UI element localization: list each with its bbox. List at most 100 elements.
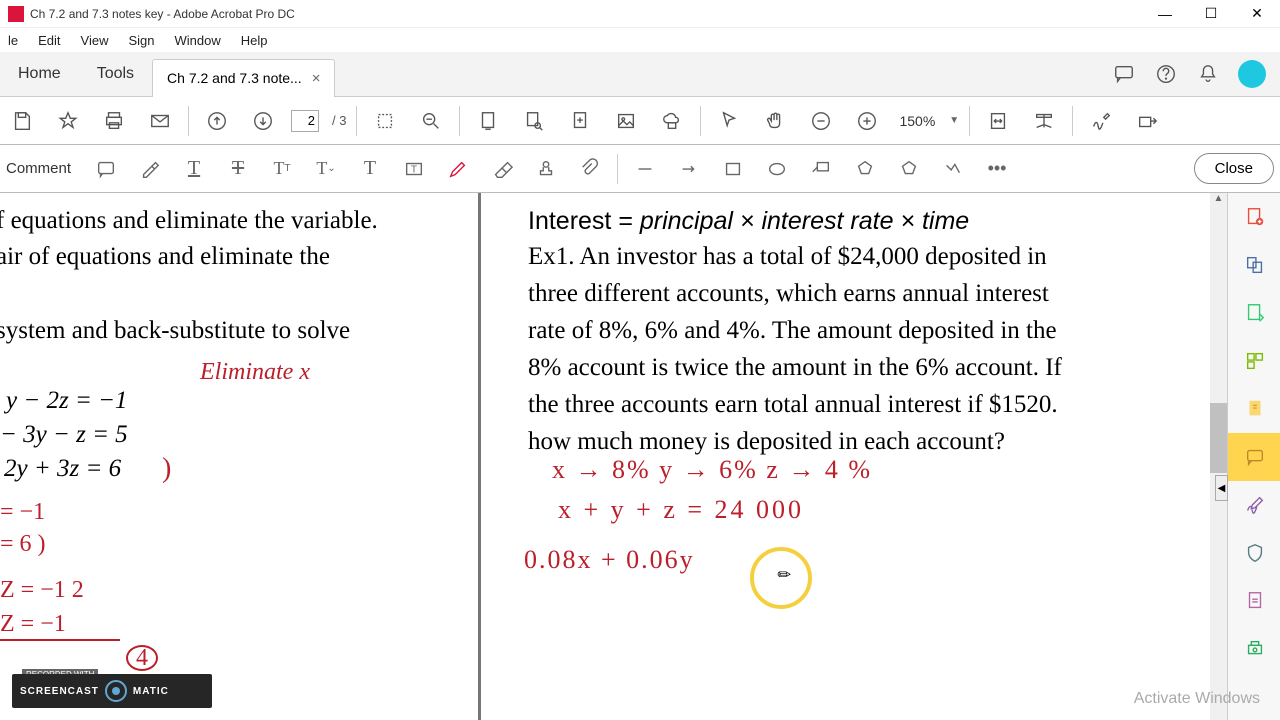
help-icon[interactable] (1154, 62, 1178, 86)
stamp-icon[interactable] (529, 152, 563, 186)
title-bar: Ch 7.2 and 7.3 notes key - Adobe Acrobat… (0, 0, 1280, 28)
zoom-out-icon[interactable] (413, 103, 449, 139)
text-callout-icon[interactable] (804, 152, 838, 186)
text-line: f equations and eliminate the variable. (0, 207, 378, 235)
pencil-icon[interactable] (441, 152, 475, 186)
textbox-icon[interactable]: T (397, 152, 431, 186)
insert-page-icon[interactable] (562, 103, 598, 139)
star-icon[interactable] (50, 103, 86, 139)
print-production-icon[interactable] (1228, 625, 1280, 673)
fill-sign-icon[interactable] (1228, 481, 1280, 529)
panel-collapse-icon[interactable]: ◀ (1215, 475, 1228, 501)
menu-edit[interactable]: Edit (34, 31, 64, 50)
page-fit-icon[interactable] (470, 103, 506, 139)
up-arrow-icon[interactable] (199, 103, 235, 139)
handwriting: = 6 ) (0, 531, 46, 558)
connected-lines-icon[interactable] (936, 152, 970, 186)
text-insert-icon[interactable]: T⌄ (309, 152, 343, 186)
zoom-dropdown-icon[interactable]: ▼ (949, 115, 959, 126)
line-icon[interactable] (628, 152, 662, 186)
text-line: air of equations and eliminate the (0, 243, 330, 271)
save-icon[interactable] (4, 103, 40, 139)
handwriting: x → 8% y → 6% z → 4 % (552, 455, 872, 485)
page-divider (478, 193, 481, 720)
handwriting-divider (0, 639, 120, 641)
close-window-button[interactable]: ✕ (1234, 0, 1280, 28)
read-mode-icon[interactable] (1026, 103, 1062, 139)
tab-tools[interactable]: Tools (79, 52, 152, 97)
pointer-icon[interactable] (711, 103, 747, 139)
page-input[interactable] (291, 110, 319, 132)
scrollbar-thumb[interactable] (1210, 403, 1227, 473)
separator (969, 106, 970, 136)
zoom-plus-icon[interactable] (849, 103, 885, 139)
combine-icon[interactable] (1228, 241, 1280, 289)
text-line: how much money is deposited in each acco… (528, 428, 1005, 456)
zoom-level[interactable]: 150% (895, 113, 939, 129)
close-button[interactable]: Close (1194, 153, 1274, 184)
cloud-icon[interactable] (892, 152, 926, 186)
fit-width-icon[interactable] (980, 103, 1016, 139)
text-icon[interactable]: T (353, 152, 387, 186)
polygon-icon[interactable] (848, 152, 882, 186)
down-arrow-icon[interactable] (245, 103, 281, 139)
print-icon[interactable] (96, 103, 132, 139)
protect-icon[interactable] (1228, 529, 1280, 577)
tab-close-icon[interactable]: × (312, 70, 321, 87)
app-icon (8, 6, 24, 22)
menu-view[interactable]: View (77, 31, 113, 50)
tab-home[interactable]: Home (0, 52, 79, 97)
compress-icon[interactable] (1228, 385, 1280, 433)
highlight-icon[interactable] (133, 152, 167, 186)
text-replace-icon[interactable]: TT (265, 152, 299, 186)
right-tool-panel: ◀ (1227, 193, 1280, 720)
vertical-scrollbar[interactable]: ▲ (1210, 193, 1227, 720)
image-icon[interactable] (608, 103, 644, 139)
text-strike-icon[interactable]: T (221, 152, 255, 186)
handwriting: ) (162, 453, 171, 485)
svg-text:T: T (411, 164, 417, 175)
hand-icon[interactable] (757, 103, 793, 139)
zoom-minus-icon[interactable] (803, 103, 839, 139)
mail-icon[interactable] (142, 103, 178, 139)
rect-icon[interactable] (716, 152, 750, 186)
menu-sign[interactable]: Sign (124, 31, 158, 50)
maximize-button[interactable]: ☐ (1188, 0, 1234, 28)
attach-icon[interactable] (573, 152, 607, 186)
create-pdf-icon[interactable] (1228, 193, 1280, 241)
text-line: the three accounts earn total annual int… (528, 391, 1058, 419)
cloud-print-icon[interactable] (654, 103, 690, 139)
page-search-icon[interactable] (516, 103, 552, 139)
text-line: system and back-substitute to solve (0, 317, 350, 345)
window-controls: — ☐ ✕ (1142, 0, 1280, 28)
arrow-icon[interactable] (672, 152, 706, 186)
avatar[interactable] (1238, 60, 1266, 88)
tab-document[interactable]: Ch 7.2 and 7.3 note... × (152, 59, 335, 97)
menu-help[interactable]: Help (237, 31, 272, 50)
windows-watermark: Activate Windows (1134, 690, 1260, 708)
handwriting: 0.08x + 0.06y (524, 545, 695, 575)
handwriting-circled: 4 (126, 645, 158, 671)
menu-window[interactable]: Window (171, 31, 225, 50)
text-underline-icon[interactable]: T (177, 152, 211, 186)
document-viewport[interactable]: f equations and eliminate the variable. … (0, 193, 1280, 720)
oval-icon[interactable] (760, 152, 794, 186)
export-icon[interactable] (1228, 289, 1280, 337)
organize-icon[interactable] (1228, 337, 1280, 385)
tab-document-label: Ch 7.2 and 7.3 note... (167, 70, 302, 86)
scroll-up-icon[interactable]: ▲ (1210, 193, 1227, 207)
bell-icon[interactable] (1196, 62, 1220, 86)
screencast-watermark: SCREENCAST MATIC (12, 674, 212, 708)
share-arrow-icon[interactable] (1129, 103, 1165, 139)
minimize-button[interactable]: — (1142, 0, 1188, 28)
note-icon[interactable] (89, 152, 123, 186)
chat-icon[interactable] (1112, 62, 1136, 86)
text-line: Ex1. An investor has a total of $24,000 … (528, 243, 1047, 271)
eraser-icon[interactable] (485, 152, 519, 186)
menu-file[interactable]: le (4, 31, 22, 50)
optimize-icon[interactable] (1228, 577, 1280, 625)
comment-panel-icon[interactable] (1228, 433, 1280, 481)
sign-icon[interactable] (1083, 103, 1119, 139)
select-zoom-icon[interactable] (367, 103, 403, 139)
more-icon[interactable]: ••• (980, 152, 1014, 186)
